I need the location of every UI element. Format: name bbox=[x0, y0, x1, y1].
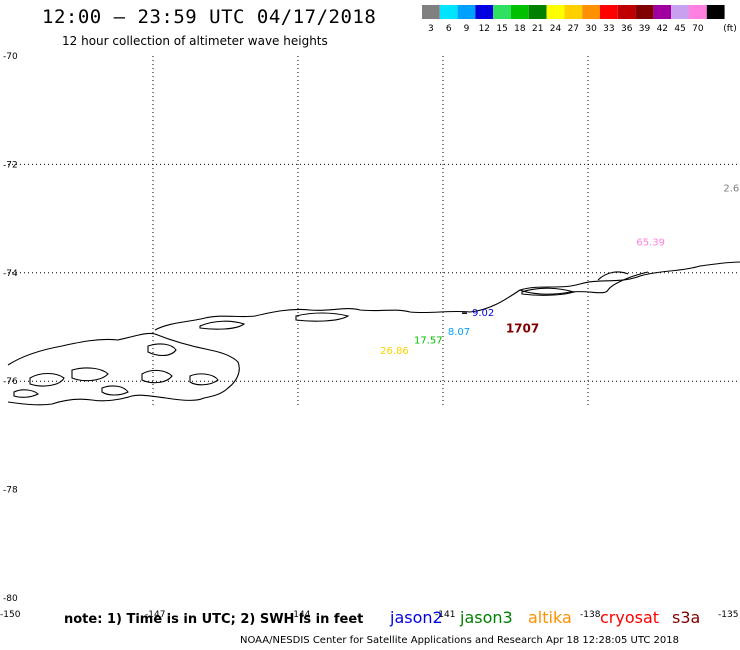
ice-island-7 bbox=[13, 389, 39, 398]
wave-height-label: 26.86 bbox=[380, 346, 409, 357]
satellite-cryosat: cryosat bbox=[600, 608, 660, 627]
legend-swatch bbox=[617, 5, 636, 19]
legend-swatch bbox=[689, 5, 707, 19]
shelf-feature-1 bbox=[199, 320, 246, 330]
map-subtitle: 12 hour collection of altimeter wave hei… bbox=[62, 34, 328, 48]
credit-line: NOAA/NESDIS Center for Satellite Applica… bbox=[240, 635, 679, 646]
legend-label: 70 bbox=[692, 24, 704, 34]
satellite-jason2: jason2 bbox=[390, 608, 443, 627]
wave-height-label: 8.07 bbox=[448, 327, 470, 338]
ice-island-2 bbox=[71, 367, 109, 382]
latitude-label: -74 bbox=[3, 269, 18, 279]
graticule bbox=[8, 56, 740, 405]
legend-unit: (ft) bbox=[723, 24, 737, 34]
wave-height-label: 17.57 bbox=[414, 335, 443, 346]
wave-height-label: 9.02 bbox=[472, 308, 494, 319]
satellite-jason3: jason3 bbox=[460, 608, 513, 627]
legend-swatch bbox=[439, 5, 458, 19]
footer-note: note: 1) Time is in UTC; 2) SWH is in fe… bbox=[64, 612, 364, 627]
legend-label: 18 bbox=[514, 24, 526, 34]
legend-label: 6 bbox=[446, 24, 452, 34]
legend-swatch bbox=[600, 5, 618, 19]
longitude-label: -147 bbox=[145, 610, 165, 620]
legend-swatch bbox=[528, 5, 547, 19]
legend-label: 33 bbox=[603, 24, 614, 34]
legend-label: 24 bbox=[550, 24, 562, 34]
longitude-label: -141 bbox=[435, 610, 455, 620]
ice-island-4 bbox=[147, 343, 177, 357]
legend-label: 21 bbox=[532, 24, 543, 34]
latitude-label: -76 bbox=[3, 377, 18, 387]
coast-main bbox=[7, 332, 240, 406]
legend-swatch bbox=[546, 5, 565, 19]
longitude-label: -138 bbox=[580, 610, 601, 620]
map-title: 12:00 – 23:59 UTC 04/17/2018 bbox=[42, 6, 377, 28]
wave-height-label: 1707 bbox=[506, 321, 539, 335]
latitude-label: -78 bbox=[3, 486, 18, 496]
satellite-altika: altika bbox=[528, 608, 572, 627]
legend-label: 27 bbox=[568, 24, 579, 34]
coast-inlet bbox=[519, 271, 649, 295]
legend-swatch bbox=[493, 5, 511, 19]
legend-label: 30 bbox=[585, 24, 597, 34]
latitude-label: -80 bbox=[3, 594, 18, 604]
legend-swatch bbox=[511, 5, 529, 19]
longitude-label: -144 bbox=[290, 610, 311, 620]
legend-swatch bbox=[564, 5, 583, 19]
shelf-feature-2 bbox=[295, 312, 350, 322]
legend-label: 42 bbox=[657, 24, 668, 34]
legend-label: 39 bbox=[639, 24, 651, 34]
wave-height-label: 65.39 bbox=[636, 238, 665, 249]
legend-swatch bbox=[635, 5, 654, 19]
ice-island-5 bbox=[189, 373, 219, 386]
legend-swatch bbox=[582, 5, 600, 19]
longitude-label: -135 bbox=[718, 610, 738, 620]
ice-island-1 bbox=[29, 372, 65, 387]
legend-swatch bbox=[671, 5, 689, 19]
legend-swatch bbox=[653, 5, 672, 19]
ice-island-6 bbox=[101, 385, 129, 396]
legend-label: 9 bbox=[464, 24, 470, 34]
wave-height-label: 2.6 bbox=[723, 184, 739, 195]
legend-label: 12 bbox=[479, 24, 490, 34]
legend-label: 36 bbox=[621, 24, 633, 34]
ice-shelf-edge bbox=[154, 261, 740, 331]
color-legend: 3 6 9 12 15 18 21 24 27 30 33 36 39 42 45 70 (ft) bbox=[422, 5, 737, 34]
legend-swatch bbox=[422, 5, 440, 19]
legend-swatch bbox=[706, 5, 725, 19]
ice-island-3 bbox=[141, 369, 173, 384]
legend-label: 3 bbox=[428, 24, 434, 34]
antarctic-coastline bbox=[7, 261, 740, 406]
latitude-label: -70 bbox=[3, 52, 18, 62]
legend-swatch bbox=[457, 5, 476, 19]
satellite-s3a: s3a bbox=[672, 608, 701, 627]
shelf-feature-3 bbox=[521, 287, 577, 296]
legend-label: 15 bbox=[496, 24, 507, 34]
legend-label: 45 bbox=[674, 24, 685, 34]
wave-height-observations: 2.6 65.39 9.02 1707 8.07 17.57 26.86 bbox=[380, 184, 739, 358]
legend-swatch bbox=[475, 5, 494, 19]
latitude-label: -72 bbox=[3, 160, 18, 170]
longitude-label: -150 bbox=[0, 610, 21, 620]
axis-labels: -70 -72 -74 -76 -78 -80 -150 -147 -144 -141 -138 -1… bbox=[0, 52, 738, 620]
